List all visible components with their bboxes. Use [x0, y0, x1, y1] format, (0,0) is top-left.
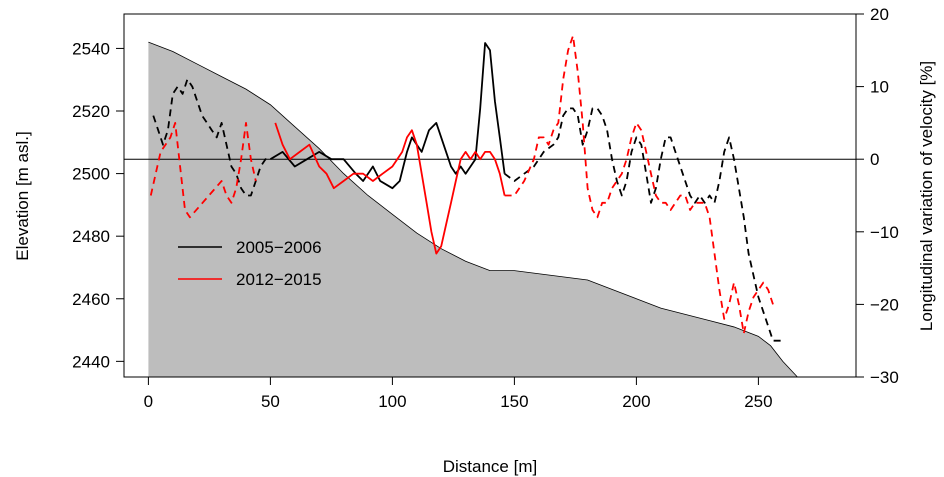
series-2005-segment-2	[504, 107, 783, 342]
series-2012-segment-0	[149, 122, 257, 219]
x-tick-label-250: 250	[744, 392, 772, 411]
terrain-fill	[148, 42, 798, 378]
series-lines	[149, 34, 783, 342]
y-left-tick-label-2460: 2460	[72, 290, 110, 309]
legend-label-2005: 2005−2006	[236, 238, 322, 257]
terrain-profile	[148, 41, 798, 378]
y-axis-left: 2440 2460 2480 2500 2520 2540	[72, 39, 125, 371]
y-right-tick-label-20: 20	[870, 5, 889, 24]
terrain-outline	[148, 41, 798, 378]
y-right-tick-label-0: 0	[870, 150, 879, 169]
y-axis-right: −30 −20 −10 0 10 20	[855, 5, 899, 387]
x-axis: 0 50 100 150 200 250	[144, 376, 773, 411]
x-tick-label-0: 0	[144, 392, 153, 411]
y-right-tick-label--20: −20	[870, 295, 899, 314]
x-axis-label: Distance [m]	[443, 457, 537, 476]
series-2012-segment-1	[274, 122, 506, 255]
y-axis-left-label: Elevation [m asl.]	[13, 131, 32, 260]
y-left-tick-label-2440: 2440	[72, 352, 110, 371]
x-tick-label-100: 100	[378, 392, 406, 411]
y-left-tick-label-2480: 2480	[72, 227, 110, 246]
y-right-tick-label-10: 10	[870, 78, 889, 97]
series-2005-segment-0	[152, 78, 271, 197]
series-2012-segment-2	[504, 34, 774, 335]
series-2005-segment-1	[269, 42, 506, 190]
x-tick-label-50: 50	[261, 392, 280, 411]
y-left-tick-label-2520: 2520	[72, 102, 110, 121]
x-tick-label-200: 200	[622, 392, 650, 411]
y-axis-right-label: Longitudinal variation of velocity [%]	[917, 61, 936, 331]
y-left-tick-label-2540: 2540	[72, 39, 110, 58]
y-right-tick-label--30: −30	[870, 368, 899, 387]
y-right-tick-label--10: −10	[870, 223, 899, 242]
x-tick-label-150: 150	[500, 392, 528, 411]
legend: 2005−2006 2012−2015	[178, 238, 322, 289]
legend-label-2012: 2012−2015	[236, 270, 322, 289]
y-left-tick-label-2500: 2500	[72, 165, 110, 184]
